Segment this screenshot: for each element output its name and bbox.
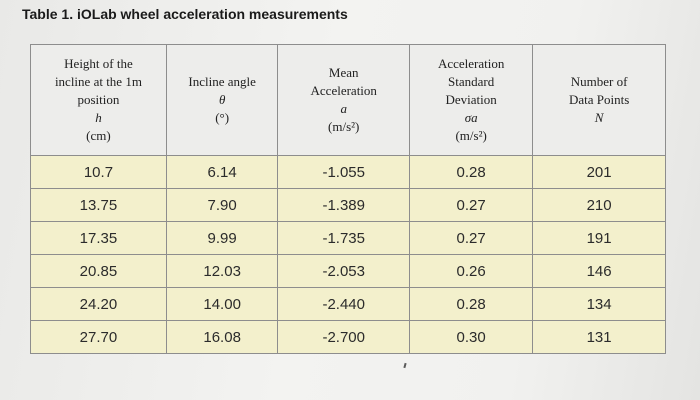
cell-mean-acceleration: -2.700 <box>277 320 411 354</box>
header-points-symbol: N <box>594 110 604 125</box>
header-mean-unit: (m/s²) <box>328 119 360 134</box>
header-angle-unit: (°) <box>215 110 230 125</box>
table-row: 24.20 14.00 -2.440 0.28 134 <box>30 287 666 321</box>
cell-height: 27.70 <box>30 320 167 354</box>
table-row: 13.75 7.90 -1.389 0.27 210 <box>30 188 666 222</box>
cell-mean-acceleration: -1.389 <box>277 188 411 222</box>
header-std-line: Standard <box>448 74 495 89</box>
cell-data-points: 134 <box>532 287 666 321</box>
header-data-points: Number of Data Points N <box>532 44 666 156</box>
cell-mean-acceleration: -2.053 <box>277 254 411 288</box>
header-height-unit: (cm) <box>86 128 111 143</box>
cell-std-deviation: 0.27 <box>409 221 534 255</box>
header-height-line: position <box>77 92 120 107</box>
cell-std-deviation: 0.30 <box>409 320 534 354</box>
cell-data-points: 146 <box>532 254 666 288</box>
table-row: 10.7 6.14 -1.055 0.28 201 <box>30 155 666 189</box>
cell-mean-acceleration: -2.440 <box>277 287 411 321</box>
cell-std-deviation: 0.27 <box>409 188 534 222</box>
header-height-symbol: h <box>95 110 102 125</box>
header-mean-acceleration: Mean Acceleration a (m/s²) <box>277 44 411 156</box>
header-std-line: Acceleration <box>437 56 505 71</box>
cell-std-deviation: 0.26 <box>409 254 534 288</box>
cell-angle: 6.14 <box>165 155 279 189</box>
cell-angle: 12.03 <box>165 254 279 288</box>
header-height: Height of the incline at the 1m position… <box>30 44 167 156</box>
cell-angle: 16.08 <box>165 320 279 354</box>
cell-data-points: 191 <box>532 221 666 255</box>
header-points-line: Number of <box>570 74 628 89</box>
cell-height: 13.75 <box>30 188 167 222</box>
cell-mean-acceleration: -1.055 <box>277 155 411 189</box>
header-angle-symbol: θ <box>218 92 226 107</box>
cell-angle: 14.00 <box>165 287 279 321</box>
measurements-table: Height of the incline at the 1m position… <box>30 44 666 354</box>
cell-angle: 9.99 <box>165 221 279 255</box>
header-points-line: Data Points <box>568 92 630 107</box>
header-std-line: Deviation <box>445 92 497 107</box>
cell-height: 10.7 <box>30 155 167 189</box>
header-mean-symbol: a <box>340 101 347 116</box>
cell-std-deviation: 0.28 <box>409 287 534 321</box>
header-std-deviation: Acceleration Standard Deviation σa (m/s²… <box>409 44 534 156</box>
cell-angle: 7.90 <box>165 188 279 222</box>
pencil-mark <box>403 362 407 369</box>
cell-height: 20.85 <box>30 254 167 288</box>
header-mean-line: Acceleration <box>310 83 377 98</box>
cell-data-points: 201 <box>532 155 666 189</box>
cell-std-deviation: 0.28 <box>409 155 534 189</box>
header-angle-line: Incline angle <box>188 74 256 89</box>
table-row: 20.85 12.03 -2.053 0.26 146 <box>30 254 666 288</box>
cell-height: 17.35 <box>30 221 167 255</box>
table-caption: Table 1. iOLab wheel acceleration measur… <box>22 6 348 22</box>
cell-mean-acceleration: -1.735 <box>277 221 411 255</box>
header-row: Height of the incline at the 1m position… <box>30 44 666 156</box>
header-std-symbol: σa <box>464 110 478 125</box>
cell-height: 24.20 <box>30 287 167 321</box>
table-row: 17.35 9.99 -1.735 0.27 191 <box>30 221 666 255</box>
header-height-line: Height of the <box>64 56 133 71</box>
header-std-unit: (m/s²) <box>455 128 487 143</box>
cell-data-points: 210 <box>532 188 666 222</box>
cell-data-points: 131 <box>532 320 666 354</box>
measurements-table-container: Height of the incline at the 1m position… <box>30 44 666 354</box>
header-angle: Incline angle θ (°) <box>165 44 279 156</box>
header-height-line: incline at the 1m <box>54 74 142 89</box>
header-mean-line: Mean <box>328 65 359 80</box>
table-row: 27.70 16.08 -2.700 0.30 131 <box>30 320 666 354</box>
